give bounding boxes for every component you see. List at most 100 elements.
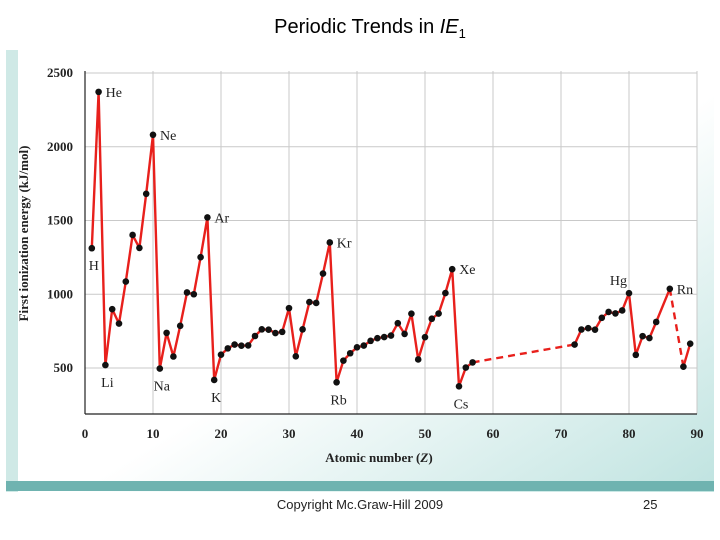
y-tick-label: 2000 bbox=[47, 139, 73, 154]
data-point bbox=[421, 333, 429, 341]
data-point bbox=[183, 289, 191, 296]
data-point bbox=[170, 353, 177, 360]
data-point bbox=[136, 244, 143, 252]
data-point bbox=[333, 379, 340, 386]
chart: 0 10 20 30 40 50 60 70 80 90 500 1000 1500 2000 2500 At… bbox=[16, 65, 704, 465]
data-point bbox=[346, 349, 354, 357]
data-point bbox=[312, 299, 320, 307]
element-label: Rb bbox=[330, 393, 346, 408]
data-point bbox=[129, 231, 136, 239]
data-point bbox=[591, 326, 599, 333]
data-point bbox=[244, 342, 252, 349]
x-tick-label: 40 bbox=[351, 426, 364, 441]
data-point bbox=[686, 340, 694, 347]
element-label: H bbox=[89, 259, 99, 274]
y-tick-label: 2500 bbox=[47, 65, 73, 80]
x-tick-label: 90 bbox=[691, 426, 704, 441]
data-point bbox=[469, 359, 476, 366]
x-tick-label: 80 bbox=[623, 426, 636, 441]
figure-panel: 0 10 20 30 40 50 60 70 80 90 500 1000 1500 2000 2500 At… bbox=[6, 50, 714, 492]
data-point bbox=[584, 324, 592, 332]
y-tick-label: 500 bbox=[54, 360, 74, 375]
data-point bbox=[442, 289, 449, 297]
x-axis-label: Atomic number (Z) bbox=[325, 450, 432, 465]
data-point bbox=[292, 353, 300, 360]
x-tick-label: 0 bbox=[82, 426, 89, 441]
title-subscript: 1 bbox=[458, 26, 466, 41]
title-prefix: Periodic Trends in bbox=[274, 16, 440, 38]
data-point bbox=[163, 329, 170, 337]
dashed-series-line bbox=[668, 288, 685, 367]
plot-area bbox=[85, 71, 697, 414]
y-tick-label: 1500 bbox=[47, 213, 73, 228]
element-label: Rn bbox=[677, 283, 693, 298]
data-point bbox=[408, 310, 415, 318]
data-point bbox=[258, 326, 266, 333]
element-label: Ne bbox=[160, 129, 176, 144]
data-point bbox=[360, 342, 368, 349]
data-point bbox=[95, 88, 102, 96]
data-point bbox=[306, 298, 313, 306]
data-point bbox=[285, 304, 293, 312]
y-axis-label: First ionization energy (kJ/mol) bbox=[16, 146, 31, 322]
data-point bbox=[455, 382, 463, 390]
data-point bbox=[353, 344, 361, 351]
data-point bbox=[176, 322, 184, 330]
data-point bbox=[394, 319, 402, 327]
element-label: Kr bbox=[337, 236, 352, 251]
data-point bbox=[88, 244, 96, 252]
data-point bbox=[639, 332, 646, 340]
data-point bbox=[299, 326, 306, 333]
data-point bbox=[435, 310, 442, 317]
element-label: Cs bbox=[454, 397, 469, 412]
data-point bbox=[578, 326, 585, 333]
data-point bbox=[190, 290, 198, 298]
series-line bbox=[682, 343, 692, 368]
element-label: K bbox=[211, 391, 221, 406]
x-tick-label: 20 bbox=[215, 426, 228, 441]
data-point bbox=[380, 333, 388, 341]
data-point bbox=[224, 345, 232, 352]
dashed-series-line bbox=[472, 343, 575, 364]
footer-bar bbox=[6, 481, 714, 491]
data-point bbox=[231, 341, 238, 348]
x-tick-label: 10 bbox=[147, 426, 160, 441]
data-point bbox=[122, 278, 130, 285]
data-point bbox=[149, 131, 157, 139]
data-point bbox=[265, 326, 272, 333]
x-tick-label: 50 bbox=[419, 426, 432, 441]
data-point bbox=[625, 289, 633, 297]
data-point bbox=[632, 351, 640, 359]
element-label: Li bbox=[101, 376, 114, 391]
element-label: He bbox=[106, 86, 122, 101]
page-number: 25 bbox=[643, 497, 658, 512]
title-italic: IE bbox=[439, 16, 459, 38]
data-point bbox=[108, 305, 116, 313]
element-label: Hg bbox=[610, 274, 627, 289]
data-point bbox=[204, 214, 211, 221]
copyright-text: Copyright Mc.Graw-Hill 2009 bbox=[276, 497, 444, 512]
data-point bbox=[142, 190, 150, 198]
data-point bbox=[605, 308, 612, 316]
data-point bbox=[197, 253, 204, 261]
x-tick-label: 70 bbox=[555, 426, 568, 441]
data-point bbox=[156, 365, 164, 372]
data-point bbox=[618, 307, 626, 314]
data-point bbox=[414, 356, 422, 363]
data-point bbox=[102, 361, 109, 369]
data-point bbox=[251, 332, 259, 340]
data-point bbox=[401, 330, 408, 338]
data-point bbox=[217, 351, 225, 359]
data-point bbox=[367, 337, 374, 345]
data-point bbox=[646, 334, 653, 342]
data-point bbox=[571, 341, 578, 348]
data-point bbox=[115, 320, 123, 327]
data-point bbox=[387, 332, 395, 339]
data-point bbox=[666, 285, 674, 293]
data-point bbox=[238, 342, 245, 350]
x-tick-label: 30 bbox=[283, 426, 296, 441]
data-point bbox=[272, 329, 279, 337]
element-label: Ar bbox=[214, 211, 229, 226]
data-point bbox=[374, 334, 381, 342]
data-point bbox=[428, 315, 436, 323]
